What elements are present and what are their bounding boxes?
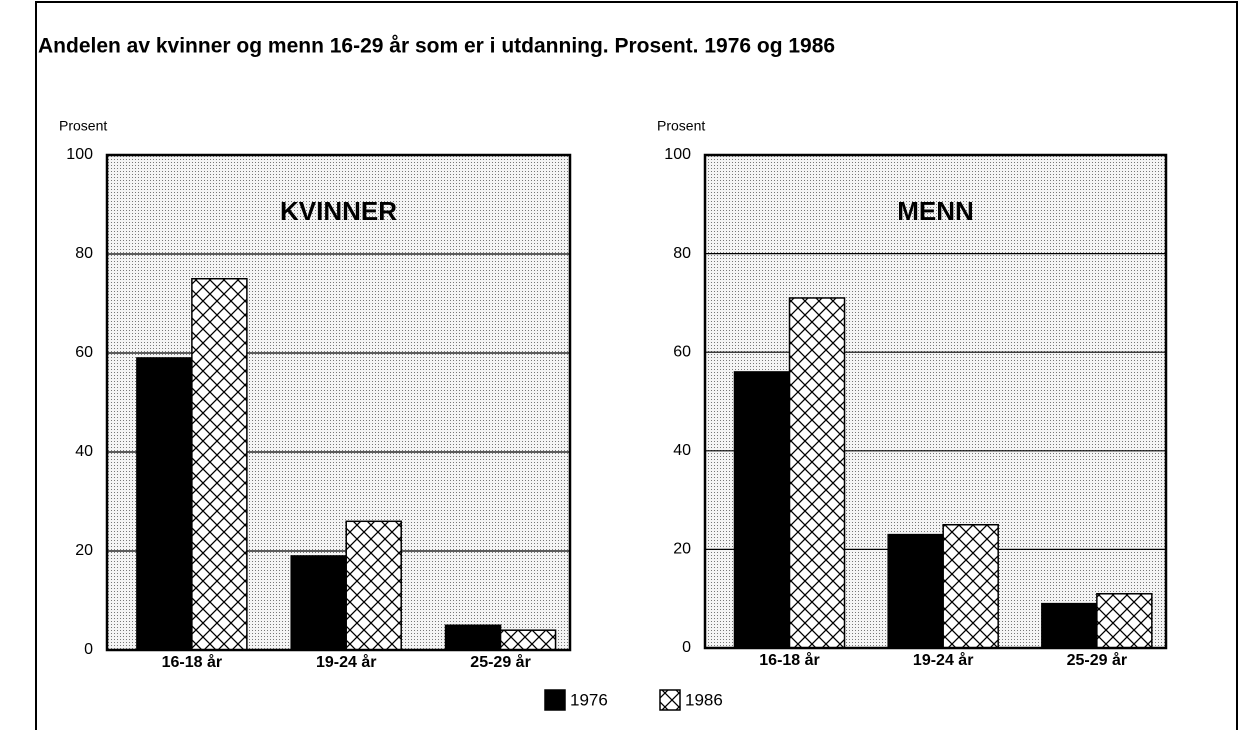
- x-tick-label: 16-18 år: [759, 651, 820, 669]
- bar: [444, 624, 502, 651]
- y-tick-label: 100: [66, 146, 93, 163]
- bar: [942, 524, 999, 649]
- plot-border: [105, 153, 572, 652]
- x-tick-label: 19-24 år: [913, 651, 974, 669]
- legend-label: 1976: [570, 690, 608, 709]
- y-axis-label: Prosent: [59, 118, 107, 134]
- bar: [1096, 593, 1153, 649]
- y-tick-label: 60: [673, 343, 691, 360]
- bar: [733, 371, 791, 649]
- bar: [788, 297, 846, 649]
- legend-swatch: [659, 689, 681, 711]
- x-tick-label: 25-29 år: [1067, 651, 1128, 669]
- panel-label: KVINNER: [280, 196, 397, 226]
- legend-label: 1986: [685, 690, 723, 709]
- y-tick-label: 0: [84, 641, 93, 658]
- y-tick-label: 40: [673, 442, 691, 459]
- bar: [887, 533, 944, 649]
- y-tick-label: 80: [75, 245, 93, 262]
- bar: [1041, 602, 1098, 649]
- y-tick-label: 20: [673, 541, 691, 558]
- panel-label: MENN: [897, 196, 974, 226]
- y-tick-label: 0: [682, 639, 691, 656]
- x-tick-label: 25-29 år: [470, 653, 531, 671]
- y-tick-label: 20: [75, 542, 93, 559]
- y-tick-label: 40: [75, 443, 93, 460]
- y-tick-label: 80: [673, 245, 691, 262]
- bar: [499, 629, 557, 651]
- bar: [191, 278, 248, 651]
- legend-swatch: [544, 689, 566, 711]
- frame: [35, 1, 1238, 730]
- y-tick-label: 60: [75, 344, 93, 361]
- x-tick-label: 19-24 år: [316, 653, 377, 671]
- y-axis-label: Prosent: [657, 118, 705, 134]
- bar: [345, 520, 402, 651]
- x-tick-label: 16-18 år: [162, 653, 223, 671]
- y-tick-label: 100: [664, 146, 691, 163]
- page-title: Andelen av kvinner og menn 16-29 år som …: [38, 35, 835, 58]
- plot-border: [703, 153, 1168, 650]
- bar: [136, 357, 193, 651]
- bar: [290, 555, 347, 651]
